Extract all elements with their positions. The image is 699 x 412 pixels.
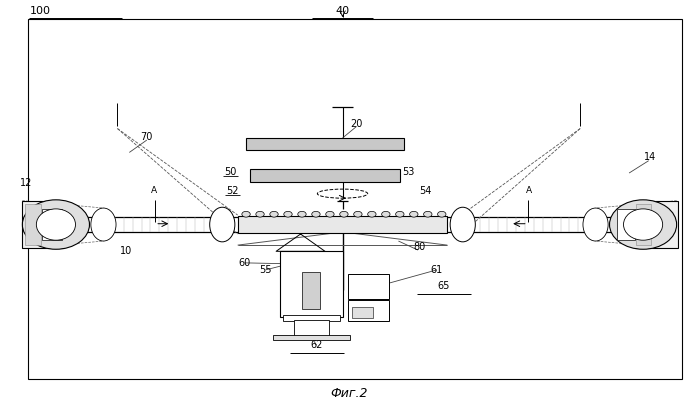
Bar: [302, 272, 320, 309]
Ellipse shape: [438, 211, 446, 217]
Ellipse shape: [450, 207, 475, 242]
Bar: [250, 169, 400, 182]
Text: 54: 54: [419, 186, 431, 196]
Bar: [280, 251, 343, 317]
Bar: [28, 19, 682, 379]
Text: 100: 100: [29, 6, 50, 16]
Bar: [348, 274, 389, 299]
Bar: [294, 320, 329, 336]
Ellipse shape: [410, 211, 418, 217]
Bar: [42, 209, 62, 240]
Ellipse shape: [36, 209, 75, 240]
Text: Фиг.2: Фиг.2: [331, 387, 368, 400]
Bar: [246, 138, 404, 150]
Text: 50: 50: [224, 167, 237, 177]
Bar: [238, 216, 447, 233]
Ellipse shape: [610, 200, 677, 249]
Bar: [617, 209, 635, 240]
Text: А: А: [151, 186, 157, 195]
Ellipse shape: [91, 208, 116, 241]
Ellipse shape: [210, 207, 235, 242]
Ellipse shape: [270, 211, 278, 217]
Bar: [283, 315, 340, 321]
Ellipse shape: [326, 211, 334, 217]
Ellipse shape: [256, 211, 264, 217]
Ellipse shape: [312, 211, 320, 217]
Ellipse shape: [22, 200, 89, 249]
Ellipse shape: [340, 211, 348, 217]
Text: 55: 55: [259, 265, 272, 275]
Text: А: А: [526, 186, 532, 195]
Bar: [25, 204, 41, 245]
Text: 12: 12: [20, 178, 33, 188]
Bar: [352, 307, 373, 318]
Text: 53: 53: [402, 167, 415, 177]
Ellipse shape: [354, 211, 362, 217]
Ellipse shape: [396, 211, 404, 217]
Ellipse shape: [242, 211, 250, 217]
Bar: [635, 201, 678, 248]
Ellipse shape: [284, 211, 292, 217]
Ellipse shape: [424, 211, 432, 217]
Text: 62: 62: [310, 340, 323, 350]
Text: 20: 20: [350, 119, 363, 129]
Text: 52: 52: [226, 186, 239, 196]
Ellipse shape: [624, 209, 663, 240]
Bar: [22, 201, 64, 248]
Text: 61: 61: [431, 265, 443, 275]
Ellipse shape: [298, 211, 306, 217]
Ellipse shape: [382, 211, 390, 217]
Bar: [273, 335, 350, 340]
Text: 60: 60: [238, 258, 251, 268]
Text: 70: 70: [140, 132, 153, 142]
Text: 10: 10: [120, 246, 132, 256]
Text: 80: 80: [413, 242, 426, 252]
Ellipse shape: [583, 208, 608, 241]
Text: 65: 65: [438, 281, 450, 291]
Bar: [348, 300, 389, 321]
Ellipse shape: [368, 211, 376, 217]
Text: 14: 14: [644, 152, 656, 162]
Text: 40: 40: [336, 6, 350, 16]
Bar: [636, 204, 651, 245]
